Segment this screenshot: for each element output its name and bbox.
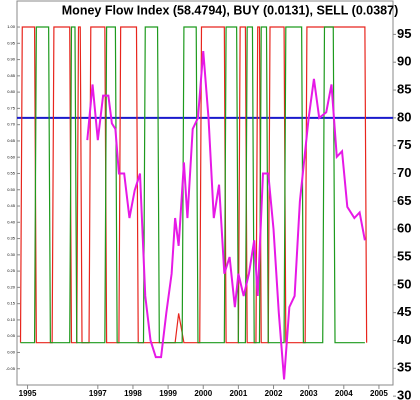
- x-tick-label: 2001: [229, 389, 247, 398]
- y-tick-label: 0.10: [7, 317, 16, 322]
- y-tick-label: 0.15: [7, 301, 16, 306]
- y-tick-label: -0.05: [6, 366, 16, 371]
- x-tick-label: 2004: [335, 389, 353, 398]
- x-tick-label: 2000: [194, 389, 212, 398]
- y-tick-label: 0.05: [7, 333, 16, 338]
- y-tick-label: 0.60: [7, 154, 16, 159]
- series-line: [20, 26, 365, 344]
- y-tick-label: 0.40: [7, 219, 16, 224]
- y2-tick-label: 85: [397, 81, 411, 96]
- y-tick-label: 0.20: [7, 284, 16, 289]
- y-tick-label: 0.45: [7, 203, 16, 208]
- x-tick-label: 1999: [159, 389, 177, 398]
- y2-tick-label: 75: [397, 137, 411, 152]
- y-tick-label: 0.90: [7, 57, 16, 62]
- y2-tick-label: 30: [397, 388, 411, 400]
- y2-tick-label: 70: [397, 165, 411, 180]
- y-tick-label: 0.70: [7, 122, 16, 127]
- y-tick-label: 0.30: [7, 252, 16, 257]
- chart-title: Money Flow Index (58.4794), BUY (0.0131)…: [62, 3, 398, 17]
- x-tick-label: 2003: [300, 389, 318, 398]
- y2-tick-label: 80: [397, 109, 411, 124]
- y2-tick-label: 60: [397, 221, 411, 236]
- x-tick-label: 1998: [124, 389, 142, 398]
- y-tick-label: 0.75: [7, 105, 16, 110]
- y-tick-label: 0.50: [7, 187, 16, 192]
- y2-tick-label: 45: [397, 304, 411, 319]
- y-tick-label: 0.55: [7, 171, 16, 176]
- y2-tick-label: 35: [397, 360, 411, 375]
- y2-tick-label: 55: [397, 248, 411, 263]
- plot-area: [16, 0, 394, 386]
- series-line: [86, 51, 366, 380]
- y-tick-label: 0.95: [7, 40, 16, 45]
- y-tick-label: 1.00: [7, 24, 16, 29]
- x-tick-label: 2002: [265, 389, 283, 398]
- y2-tick-label: 95: [397, 26, 411, 41]
- y-tick-label: 0.00: [7, 350, 16, 355]
- x-tick-label: 2005: [370, 389, 388, 398]
- y2-tick-label: 40: [397, 332, 411, 347]
- y2-tick-label: 65: [397, 193, 411, 208]
- x-tick-label: 1995: [19, 389, 37, 398]
- y-tick-label: 0.85: [7, 73, 16, 78]
- y-tick-label: 0.80: [7, 89, 16, 94]
- y-tick-label: 0.65: [7, 138, 16, 143]
- y-tick-label: 0.35: [7, 236, 16, 241]
- y2-tick-label: 90: [397, 54, 411, 69]
- x-tick-label: 1997: [89, 389, 107, 398]
- y2-tick-label: 50: [397, 276, 411, 291]
- y-tick-label: 0.25: [7, 268, 16, 273]
